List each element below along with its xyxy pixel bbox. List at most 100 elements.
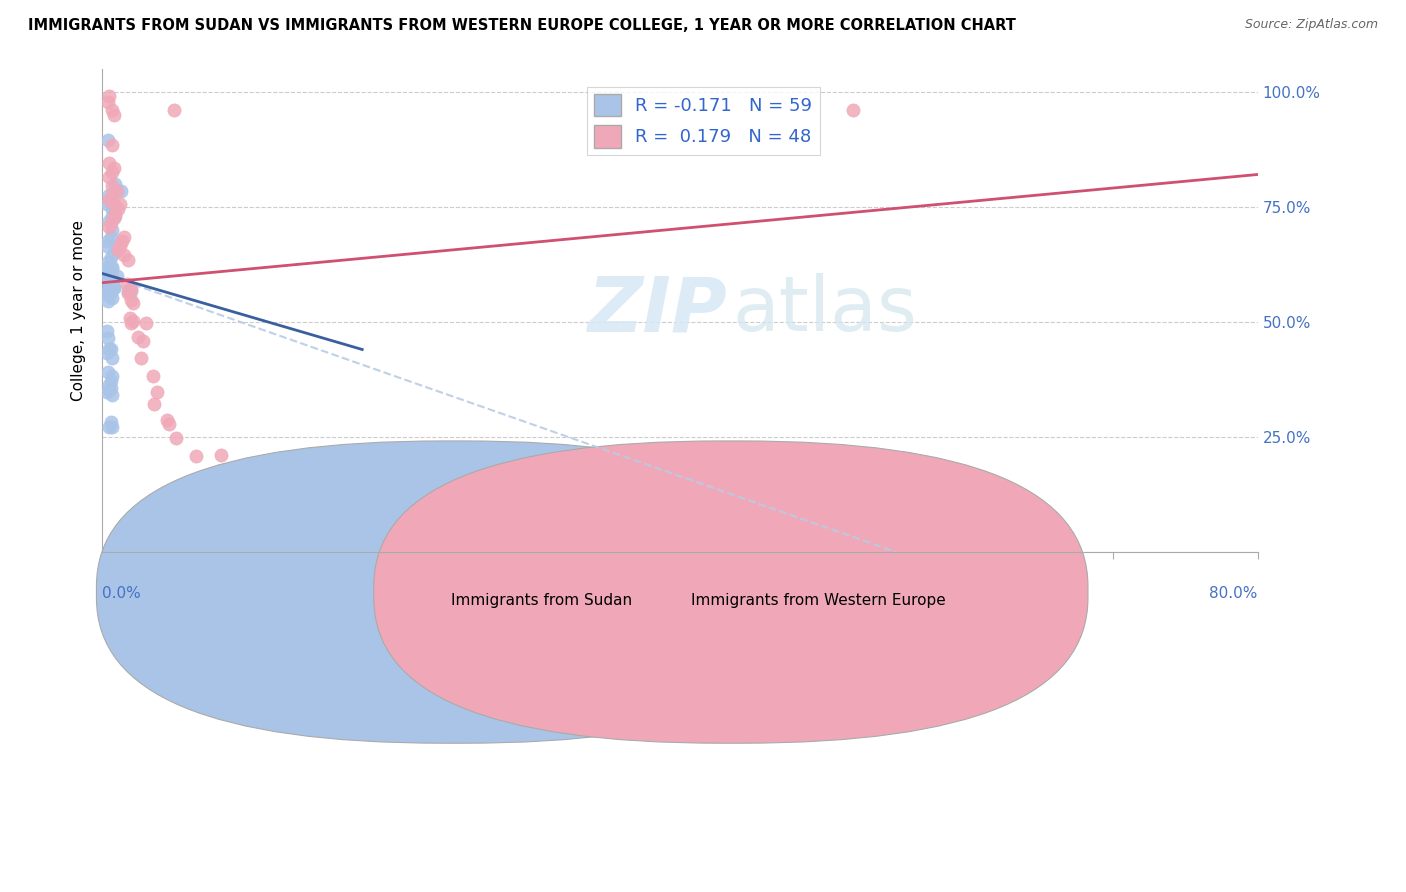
Point xyxy=(98,285,121,299)
Point xyxy=(209,448,232,462)
Point xyxy=(103,197,125,211)
Point xyxy=(100,342,122,356)
Point xyxy=(165,431,187,445)
Point xyxy=(115,277,138,291)
Point xyxy=(96,346,118,360)
Point xyxy=(104,177,127,191)
Point xyxy=(101,202,124,216)
Point xyxy=(121,314,143,328)
Point xyxy=(110,184,132,198)
Point xyxy=(111,234,134,248)
Point xyxy=(96,197,118,211)
Text: Immigrants from Sudan: Immigrants from Sudan xyxy=(451,593,631,608)
Point xyxy=(100,381,122,395)
Point xyxy=(96,239,118,253)
Point xyxy=(104,206,127,220)
Point xyxy=(100,415,122,429)
Point xyxy=(98,188,121,202)
Point xyxy=(120,293,142,308)
Point xyxy=(107,202,129,216)
Point xyxy=(842,103,865,117)
FancyBboxPatch shape xyxy=(97,441,811,743)
Point xyxy=(97,133,120,147)
Point xyxy=(101,188,124,202)
Y-axis label: College, 1 year or more: College, 1 year or more xyxy=(72,219,86,401)
Point xyxy=(127,329,149,343)
Point xyxy=(103,281,125,295)
Point xyxy=(96,288,118,302)
Point xyxy=(97,283,120,297)
Point xyxy=(107,244,129,258)
Point xyxy=(96,262,118,277)
Point xyxy=(100,195,122,210)
Point xyxy=(108,239,131,253)
Point xyxy=(98,89,121,103)
Point xyxy=(101,178,124,193)
Point xyxy=(97,260,120,274)
Point xyxy=(98,220,121,235)
Point xyxy=(103,161,125,175)
Point xyxy=(669,450,692,465)
Point xyxy=(101,165,124,179)
Point xyxy=(98,156,121,170)
Point xyxy=(142,369,165,384)
Point xyxy=(98,267,121,281)
Point xyxy=(129,351,152,365)
Point xyxy=(97,331,120,345)
Point xyxy=(163,103,186,117)
Point xyxy=(112,248,135,262)
Point xyxy=(100,285,122,299)
Point xyxy=(96,264,118,278)
Point xyxy=(101,137,124,152)
Point xyxy=(120,316,142,330)
Point xyxy=(98,383,121,397)
Point xyxy=(103,280,125,294)
Point xyxy=(101,274,124,288)
Point xyxy=(97,95,120,109)
Point xyxy=(100,274,122,288)
Point xyxy=(97,271,120,285)
Point xyxy=(101,261,124,276)
Point xyxy=(131,334,153,349)
Text: Source: ZipAtlas.com: Source: ZipAtlas.com xyxy=(1244,18,1378,31)
Point xyxy=(104,209,127,223)
Point xyxy=(100,229,122,244)
Point xyxy=(146,384,169,399)
Point xyxy=(97,268,120,283)
Point xyxy=(100,251,122,265)
Point xyxy=(112,229,135,244)
Point xyxy=(101,209,124,223)
Point xyxy=(101,387,124,401)
Point xyxy=(117,252,139,267)
Point xyxy=(98,378,121,392)
Point xyxy=(156,412,179,426)
Point xyxy=(117,286,139,301)
Point xyxy=(120,282,142,296)
Point xyxy=(101,223,124,237)
Point xyxy=(101,291,124,305)
Text: 0.0%: 0.0% xyxy=(103,586,141,601)
Text: Immigrants from Western Europe: Immigrants from Western Europe xyxy=(692,593,946,608)
Point xyxy=(118,311,141,326)
Point xyxy=(101,369,124,384)
Point xyxy=(97,365,120,379)
FancyBboxPatch shape xyxy=(374,441,1088,743)
Point xyxy=(98,213,121,227)
Point xyxy=(96,385,118,400)
Point xyxy=(101,103,124,117)
Point xyxy=(108,197,131,211)
Point xyxy=(184,450,207,464)
Point xyxy=(97,234,120,248)
Point xyxy=(98,278,121,293)
Point xyxy=(101,271,124,285)
Point xyxy=(105,184,128,198)
Text: 80.0%: 80.0% xyxy=(1209,586,1258,601)
Point xyxy=(101,351,124,365)
Text: atlas: atlas xyxy=(733,273,917,347)
Point xyxy=(98,193,121,207)
Point xyxy=(98,277,121,291)
Text: ZIP: ZIP xyxy=(588,273,727,347)
Point xyxy=(98,342,121,356)
Point xyxy=(97,255,120,269)
Point xyxy=(103,211,125,226)
